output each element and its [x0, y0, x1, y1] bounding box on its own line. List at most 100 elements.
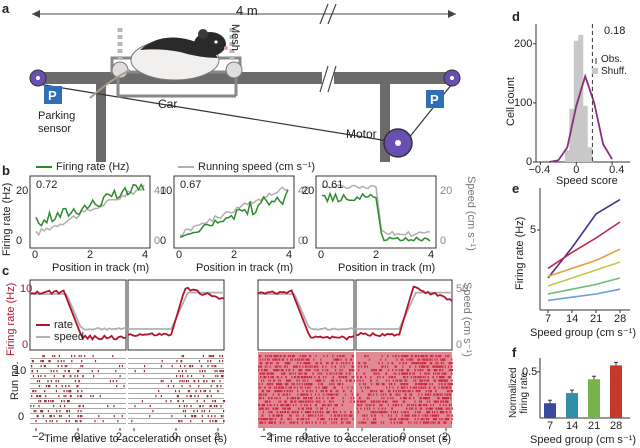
- spike-tick: [209, 405, 211, 408]
- spike-tick: [40, 410, 43, 413]
- spike-tick: [207, 365, 209, 368]
- track-rail: [32, 72, 456, 84]
- spike-tick: [179, 365, 182, 368]
- spike-tick: [64, 365, 66, 368]
- c-xtick: 2: [442, 431, 449, 443]
- normalized-bar: [566, 393, 578, 418]
- spike-tick: [66, 390, 68, 393]
- spike-tick: [190, 420, 192, 423]
- speed-group-line: [547, 221, 621, 270]
- f-xtick: 7: [547, 420, 554, 432]
- spike-tick: [77, 385, 79, 388]
- b-ytick-left: 20: [302, 185, 315, 197]
- spike-tick: [40, 410, 42, 413]
- spike-tick: [178, 390, 180, 393]
- spike-tick: [77, 375, 79, 378]
- spike-tick: [45, 385, 48, 388]
- spike-tick: [222, 375, 224, 378]
- spike-tick: [44, 375, 46, 378]
- spike-tick: [213, 355, 215, 358]
- spike-tick: [207, 415, 209, 418]
- c-xtick: −2: [260, 431, 273, 443]
- spike-tick: [44, 400, 46, 403]
- spike-tick: [47, 410, 49, 413]
- spike-tick: [77, 390, 79, 393]
- spike-tick: [40, 360, 42, 363]
- spike-tick: [204, 370, 206, 373]
- motor-label: Motor: [346, 127, 377, 141]
- speed-trace: [321, 184, 431, 238]
- distance-arrow-left: [32, 10, 40, 18]
- spike-tick: [119, 365, 121, 368]
- spike-tick: [50, 400, 52, 403]
- speed-group-line: [547, 198, 621, 279]
- spike-tick: [68, 410, 71, 413]
- spike-tick: [190, 405, 192, 408]
- b-plot-frame: [29, 175, 151, 249]
- spike-tick: [68, 385, 70, 388]
- spike-tick: [220, 405, 222, 408]
- spike-tick: [47, 380, 49, 383]
- c-xtick: −2: [32, 431, 45, 443]
- spike-tick: [82, 405, 84, 408]
- spike-tick: [134, 370, 136, 373]
- spike-tick: [451, 418, 453, 421]
- spike-tick: [42, 410, 44, 413]
- spike-tick: [112, 380, 114, 383]
- panel-label-f: f: [512, 345, 517, 360]
- spike-tick: [38, 405, 40, 408]
- spike-tick: [141, 400, 143, 403]
- b-ytick-left: 0: [16, 235, 23, 247]
- spike-tick: [353, 379, 355, 382]
- c-ylabel-left: Firing rate (Hz): [5, 282, 17, 356]
- c-trace-frame: [257, 279, 355, 351]
- speed-trace: [35, 184, 145, 237]
- spike-tick: [68, 420, 70, 423]
- spike-tick: [62, 375, 65, 378]
- spike-tick: [211, 415, 213, 418]
- spike-tick: [217, 390, 219, 393]
- spike-tick: [66, 410, 68, 413]
- spike-tick: [121, 365, 123, 368]
- spike-tick: [44, 365, 46, 368]
- spike-tick: [212, 420, 214, 423]
- spike-tick: [191, 415, 194, 418]
- c-xlabel-1: Time relative to acceleration onset (s): [44, 433, 227, 445]
- spike-tick: [40, 400, 42, 403]
- spike-tick: [192, 365, 194, 368]
- spike-tick: [42, 355, 44, 358]
- spike-tick: [171, 415, 173, 418]
- speed-trace: [258, 293, 355, 331]
- normalized-bar: [544, 403, 556, 418]
- spike-tick: [33, 405, 35, 408]
- c-raster-tick: 0: [18, 411, 25, 423]
- spike-tick: [82, 365, 84, 368]
- spike-tick: [210, 405, 212, 408]
- spike-tick: [48, 360, 50, 363]
- shuffled-bar: [573, 40, 579, 162]
- spike-tick: [209, 390, 211, 393]
- spike-tick: [143, 370, 145, 373]
- spike-tick: [185, 370, 187, 373]
- speed-group-line: [547, 288, 621, 302]
- spike-tick: [39, 395, 41, 398]
- spike-tick: [41, 360, 44, 363]
- spike-tick: [119, 375, 121, 378]
- spike-tick: [90, 395, 92, 398]
- spike-tick: [66, 410, 68, 413]
- spike-tick: [200, 390, 202, 393]
- spike-tick: [93, 375, 95, 378]
- spike-tick: [215, 420, 217, 423]
- spike-tick: [209, 420, 211, 423]
- spike-tick: [131, 420, 133, 423]
- b-xtick: 4: [428, 249, 435, 261]
- parking-sensor-label: Parking sensor: [38, 110, 76, 135]
- spike-tick: [56, 370, 58, 373]
- spike-tick: [223, 400, 226, 403]
- shuffled-bar: [569, 108, 575, 162]
- spike-tick: [179, 380, 181, 383]
- spike-tick: [215, 365, 217, 368]
- d-ytick: 0: [526, 156, 533, 168]
- spike-tick: [58, 395, 60, 398]
- spike-tick: [184, 365, 186, 368]
